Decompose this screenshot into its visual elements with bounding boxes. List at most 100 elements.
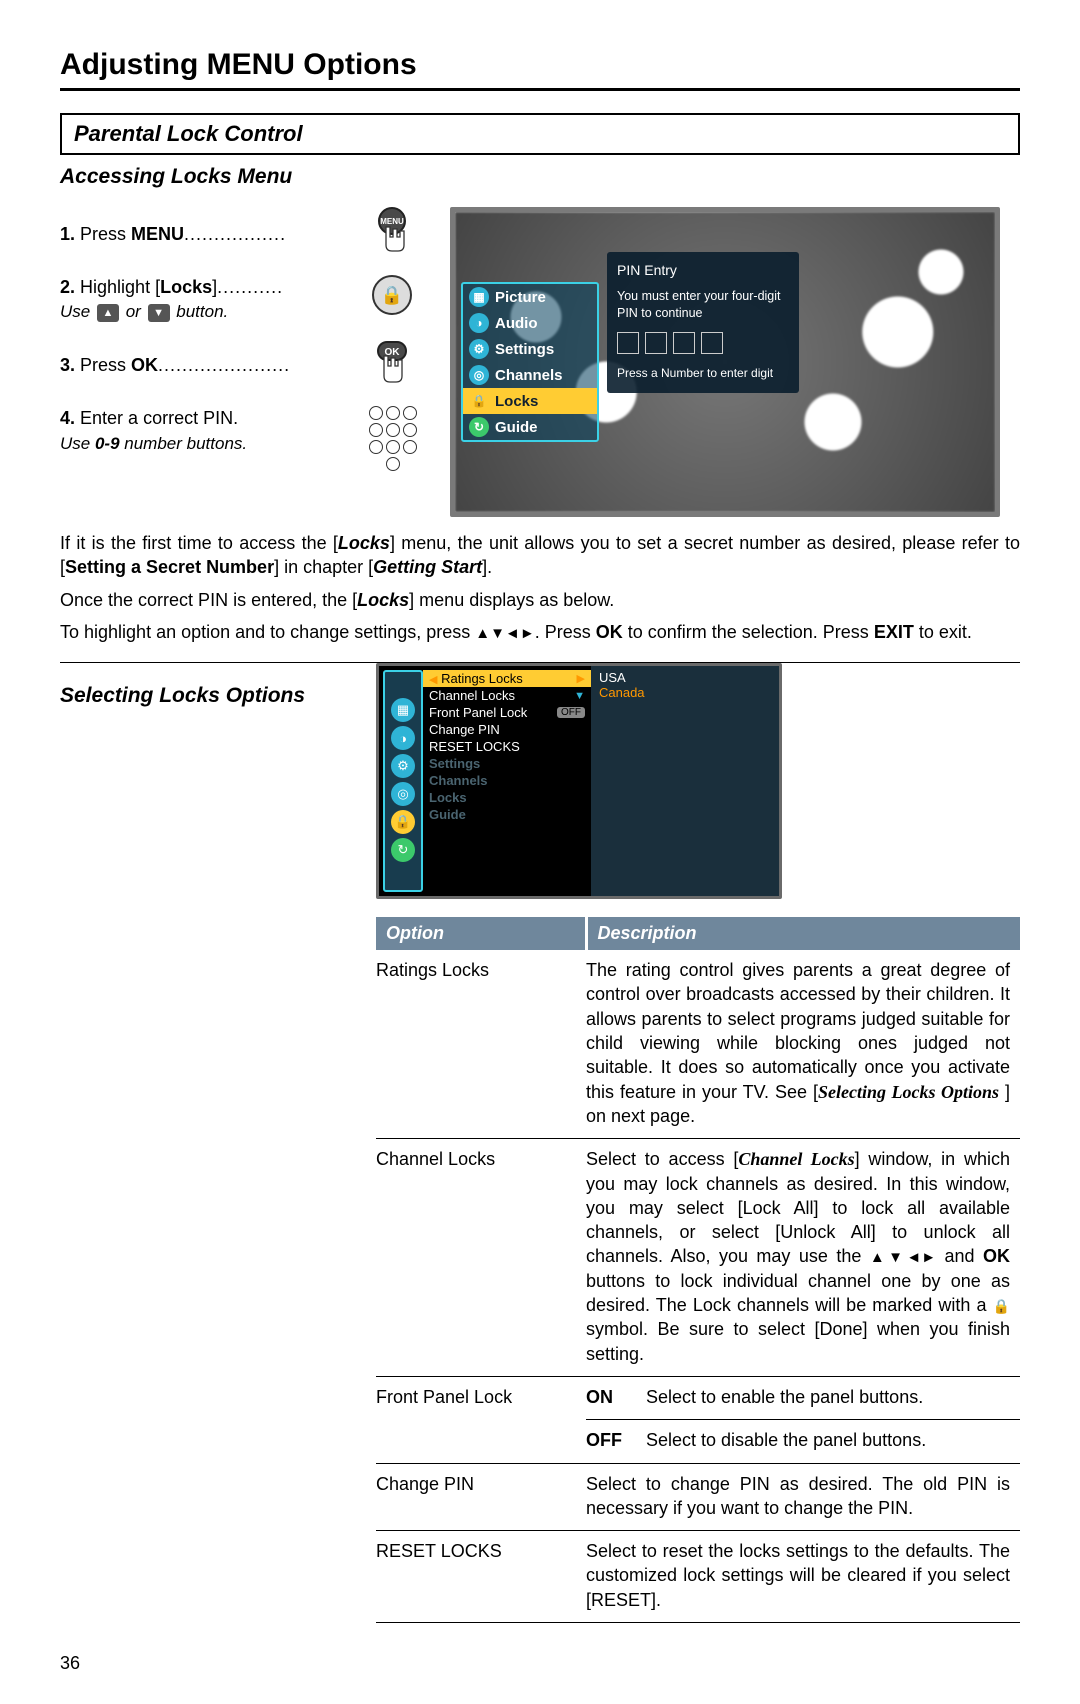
locks-faded: Locks [423,789,591,806]
osd-item-guide: ↻Guide [463,414,597,440]
osd-item-audio: ◑Audio [463,310,597,336]
step-1: 1. Press MENU................. MENU [60,207,420,261]
section-box: Parental Lock Control [60,113,1020,155]
osd-item-settings: ⚙Settings [463,336,597,362]
off-pill: OFF [557,707,585,718]
opt-name: RESET LOCKS [376,1531,586,1623]
up-arrow-icon: ▲ [97,304,119,322]
tv-screenshot-2: ▦ ◑ ⚙ ◎ 🔒 ↻ ◀ Ratings Locks ▶ Channel Lo… [376,663,1020,1623]
step-bold: OK [131,355,158,375]
para-2: Once the correct PIN is entered, the [Lo… [60,588,1020,612]
opt-name: Ratings Locks [376,950,586,1139]
opt-desc: ON Select to enable the panel buttons. [586,1376,1020,1419]
para-3: To highlight an option and to change set… [60,620,1020,644]
pin-title: PIN Entry [617,262,789,278]
step-hint: Use ▲ or ▼ button. [60,301,354,324]
table-row: RESET LOCKS Select to reset the locks se… [376,1531,1020,1623]
title-rule [60,88,1020,91]
opt-desc: OFF Select to disable the panel buttons. [586,1420,1020,1463]
table-row: Channel Locks Select to access [Channel … [376,1139,1020,1377]
step-bold: MENU [131,224,184,244]
arrow-keys-icon: ▲▼◄► [870,1249,936,1266]
audio-icon: ◑ [469,313,489,333]
on-desc: Select to enable the panel buttons. [646,1385,923,1409]
osd-main-menu: ▦Picture ◑Audio ⚙Settings ◎Channels 🔒Loc… [461,282,599,442]
off-desc: Select to disable the panel buttons. [646,1428,926,1452]
step-2: 2. Highlight [Locks]........... Use ▲ or… [60,275,420,324]
locks-row: Change PIN [423,721,591,738]
locks-row: Front Panel LockOFF [423,704,591,721]
steps-column: 1. Press MENU................. MENU 2. [60,207,420,517]
ok-button-icon: OK [364,338,420,392]
locks-hi-row: ◀ Ratings Locks ▶ [423,670,591,687]
osd-item-channels: ◎Channels [463,362,597,388]
lock-icon: 🔒 [469,391,489,411]
locks-faded: Settings [423,755,591,772]
locks-sidebar-icons: ▦ ◑ ⚙ ◎ 🔒 ↻ [383,670,423,892]
para-1: If it is the first time to access the [L… [60,531,1020,580]
opt-desc: Select to access [Channel Locks] window,… [586,1139,1020,1377]
subheading: Accessing Locks Menu [60,165,1020,189]
picture-icon: ▦ [469,287,489,307]
down-arrow-icon: ▼ [148,304,170,322]
table-row: Front Panel Lock ONSelect to enable the … [376,1376,1020,1419]
dots: ........... [217,277,283,297]
th-desc: Description [586,917,1020,950]
osd-item-picture: ▦Picture [463,284,597,310]
pin-hint: Press a Number to enter digit [617,366,789,382]
selecting-heading: Selecting Locks Options [60,683,350,709]
table-row: Ratings Locks The rating control gives p… [376,950,1020,1139]
locks-right-panel: USA Canada [591,666,779,896]
settings-icon: ⚙ [469,339,489,359]
dots: ................. [184,224,286,244]
opt-name: Front Panel Lock [376,1376,586,1463]
channels-icon: ◎ [469,365,489,385]
opt-name: Channel Locks [376,1139,586,1377]
lock-icon: 🔒 [364,275,420,315]
audio-icon: ◑ [391,726,415,750]
pin-msg: You must enter your four-digit PIN to co… [617,288,789,322]
locks-row: RESET LOCKS [423,738,591,755]
tv-screenshot-1: ▦Picture ◑Audio ⚙Settings ◎Channels 🔒Loc… [450,207,1020,517]
pin-boxes [617,332,789,354]
th-option: Option [376,917,586,950]
locks-right-row: USA [599,670,771,685]
step-num: 2. [60,277,75,297]
step-num: 1. [60,224,75,244]
opt-name: Change PIN [376,1463,586,1531]
menu-button-icon: MENU [364,207,420,261]
step-text: Press [80,355,131,375]
opt-desc: The rating control gives parents a great… [586,950,1020,1139]
pin-entry-panel: PIN Entry You must enter your four-digit… [607,252,799,393]
guide-icon: ↻ [469,417,489,437]
page-title: Adjusting MENU Options [60,48,1020,82]
page-number: 36 [60,1653,1020,1674]
osd-item-locks-selected: 🔒Locks [463,388,597,414]
locks-right-row: Canada [599,685,771,700]
step-num: 3. [60,355,75,375]
opt-desc: Select to reset the locks settings to th… [586,1531,1020,1623]
table-row: Change PIN Select to change PIN as desir… [376,1463,1020,1531]
off-label: OFF [586,1428,626,1452]
options-table: Option Description Ratings Locks The rat… [376,917,1020,1623]
step-text: Enter a correct PIN. [80,408,238,428]
lock-icon: 🔒 [391,810,415,834]
locks-faded: Channels [423,772,591,789]
channels-icon: ◎ [391,782,415,806]
guide-icon: ↻ [391,838,415,862]
svg-text:MENU: MENU [380,217,404,226]
step-num: 4. [60,408,75,428]
opt-desc: Select to change PIN as desired. The old… [586,1463,1020,1531]
locks-middle-panel: ◀ Ratings Locks ▶ Channel Locks▼ Front P… [423,666,591,896]
step-4: 4. Enter a correct PIN. Use 0-9 number b… [60,406,420,471]
step-3: 3. Press OK...................... OK [60,338,420,392]
picture-icon: ▦ [391,698,415,722]
lock-symbol-icon: 🔒 [993,1298,1010,1314]
on-label: ON [586,1385,626,1409]
table-header-row: Option Description [376,917,1020,950]
step-bold: Locks [160,277,212,297]
settings-icon: ⚙ [391,754,415,778]
dots: ...................... [158,355,290,375]
step-text: Highlight [ [80,277,160,297]
numpad-icon [364,406,420,471]
